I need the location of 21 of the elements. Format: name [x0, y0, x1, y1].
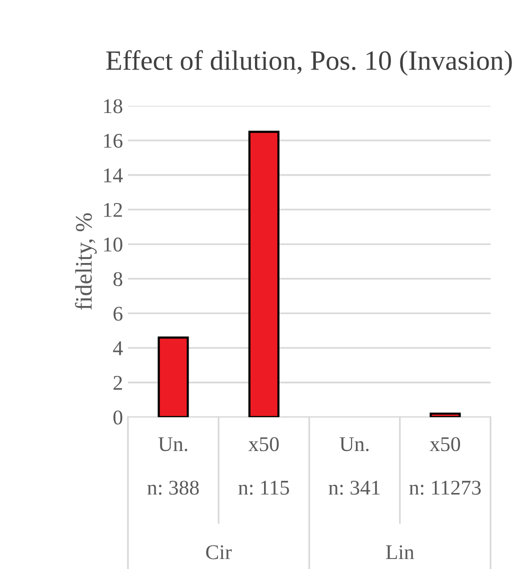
y-axis-title: fidelity, % [74, 213, 97, 310]
category-label: Un. n: 388 [147, 437, 199, 495]
y-tick-label: 16 [104, 134, 122, 148]
y-tick-label: 0 [113, 410, 122, 425]
bar [158, 336, 189, 418]
text: Cir [206, 545, 232, 560]
text: Lin [386, 545, 414, 560]
y-tick-label: 18 [104, 99, 122, 114]
chart-title: Effect of dilution, Pos. 10 (Invasion) [106, 50, 512, 76]
y-tick-label: 14 [104, 168, 123, 182]
bar [248, 130, 280, 418]
category-label: Un. n: 341 [328, 437, 380, 495]
y-tick-label: 12 [104, 203, 122, 217]
category-label: x50 n: 11273 [409, 437, 481, 495]
y-tick-label: 8 [113, 272, 122, 286]
bar [430, 412, 461, 418]
category-label: x50 n: 115 [238, 437, 290, 495]
y-tick-label: 10 [104, 238, 122, 252]
y-tick-label: 4 [113, 341, 123, 356]
y-tick-label: 2 [114, 376, 122, 390]
y-tick-label: 6 [114, 306, 122, 321]
